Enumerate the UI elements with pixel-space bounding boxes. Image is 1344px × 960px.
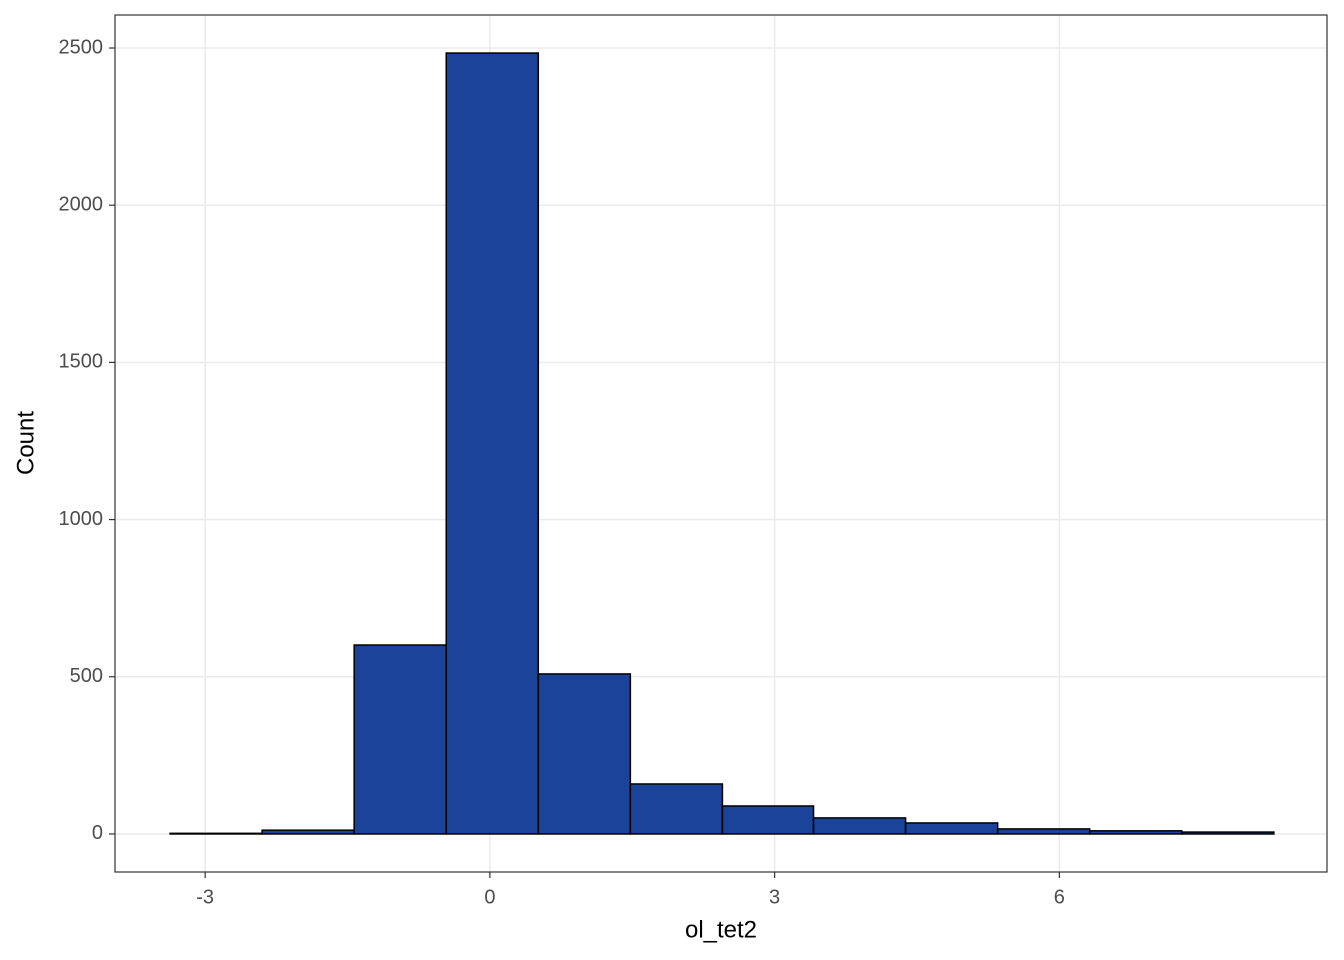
y-tick-label: 2000 [59, 193, 104, 215]
y-tick-label: 2500 [59, 36, 104, 58]
y-tick-label: 500 [70, 665, 103, 687]
bar [353, 644, 447, 835]
y-tick-label: 1500 [59, 351, 104, 373]
plot-background [115, 15, 1327, 872]
bar [169, 832, 263, 835]
y-tick-label: 0 [92, 822, 103, 844]
bar [904, 822, 999, 835]
x-tick-label: 3 [769, 886, 780, 908]
x-axis-title: ol_tet2 [685, 916, 757, 943]
bar [1088, 830, 1183, 835]
bar [445, 52, 540, 835]
y-tick-label: 1000 [59, 508, 104, 530]
x-tick-label: 0 [484, 886, 495, 908]
bar [1181, 831, 1275, 835]
x-tick-label: 6 [1054, 886, 1065, 908]
y-axis-title: Count [12, 411, 39, 475]
x-tick-label: -3 [196, 886, 214, 908]
plot-border [114, 14, 1328, 873]
bar [261, 829, 355, 835]
bar [629, 783, 724, 835]
bar [996, 828, 1091, 835]
bar [721, 805, 815, 835]
bar [812, 817, 907, 835]
bar [537, 673, 632, 835]
